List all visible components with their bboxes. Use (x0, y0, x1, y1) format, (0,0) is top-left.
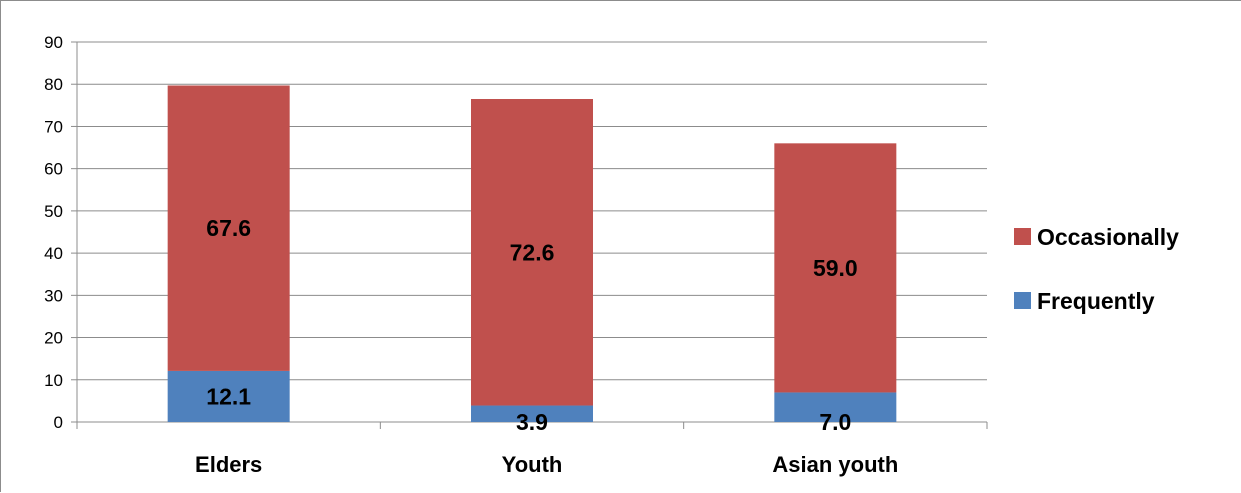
y-tick-label: 90 (44, 33, 63, 52)
bar-frequently-elders (167, 370, 290, 422)
bar-occasionally-asian-youth (774, 143, 897, 393)
bar-frequently-asian-youth (774, 392, 897, 422)
legend-swatch (1014, 228, 1031, 245)
data-labels: 12.1 67.6 3.9 72.6 7.0 59.0 (206, 215, 857, 435)
legend: Occasionally Frequently (1014, 224, 1179, 314)
bar-occasionally-youth (471, 99, 593, 406)
x-category-label: Elders (195, 452, 262, 477)
data-label: 3.9 (516, 409, 548, 435)
data-label: 72.6 (510, 239, 555, 265)
y-tick-label: 30 (44, 286, 63, 305)
legend-label: Frequently (1037, 288, 1155, 314)
bar-occasionally-elders (167, 85, 290, 371)
data-label: 7.0 (819, 409, 851, 435)
legend-swatch (1014, 292, 1031, 309)
data-label: 67.6 (206, 215, 251, 241)
x-category-label: Asian youth (772, 452, 898, 477)
legend-label: Occasionally (1037, 224, 1179, 250)
bars (167, 85, 897, 422)
y-tick-label: 80 (44, 75, 63, 94)
y-tick-label: 50 (44, 202, 63, 221)
data-label: 59.0 (813, 255, 858, 281)
y-tick-label: 70 (44, 117, 63, 136)
y-tick-label: 40 (44, 244, 63, 263)
bar-frequently-youth (471, 405, 593, 422)
data-label: 12.1 (206, 383, 251, 409)
y-tick-label: 60 (44, 160, 63, 179)
x-category-label: Youth (502, 452, 563, 477)
y-tick-label: 10 (44, 371, 63, 390)
axes: 0 10 20 30 40 50 60 70 80 90 Elders Youth Asian yout… (44, 33, 988, 477)
y-tick-label: 0 (54, 413, 63, 432)
y-tick-label: 20 (44, 329, 63, 348)
